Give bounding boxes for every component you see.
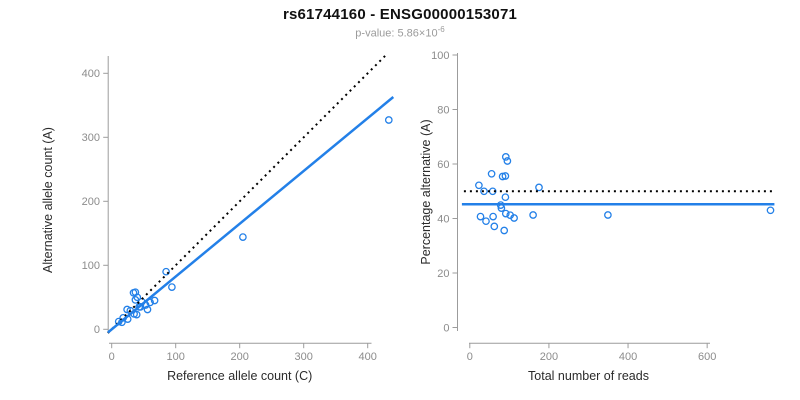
data-point: [489, 212, 497, 221]
data-point: [529, 211, 537, 219]
p-value-text: p-value: 5.86×10: [355, 27, 438, 40]
p-value-exponent: -6: [437, 25, 445, 34]
data-point: [501, 172, 510, 180]
data-point: [766, 206, 775, 215]
data-point: [503, 157, 512, 165]
data-point: [490, 222, 499, 231]
data-point: [510, 214, 518, 222]
data-point: [500, 226, 509, 235]
data-point: [604, 211, 612, 219]
x-axis-title: Total number of reads: [528, 369, 649, 383]
x-tick-label: 100: [167, 351, 185, 363]
data-point: [150, 296, 159, 305]
x-tick-label: 300: [295, 351, 313, 363]
data-point: [501, 193, 510, 202]
y-tick-label: 100: [82, 260, 100, 272]
identity-line: [107, 54, 387, 334]
y-tick-label: 0: [443, 322, 449, 334]
data-point: [498, 172, 507, 181]
figure-title: rs61744160 - ENSG00000153071: [282, 6, 518, 23]
data-point: [133, 293, 142, 302]
fit-line: [107, 96, 395, 334]
x-tick-label: 0: [109, 351, 115, 363]
y-tick-label: 80: [437, 104, 449, 116]
data-point: [239, 233, 247, 241]
data-point: [487, 169, 496, 178]
data-point: [501, 209, 510, 218]
y-tick-label: 40: [437, 213, 449, 225]
data-point: [480, 187, 488, 196]
y-tick-label: 400: [82, 68, 100, 80]
percentage-panel: 0 200 400 600 0 20 40 60 80 100 Total number of re…: [419, 50, 775, 383]
x-tick-label: 200: [540, 351, 558, 363]
y-tick-label: 0: [94, 324, 100, 336]
data-point: [132, 310, 141, 319]
x-tick-label: 200: [231, 351, 249, 363]
y-tick-label: 100: [431, 50, 449, 62]
data-point: [476, 212, 485, 221]
data-point: [131, 288, 140, 297]
y-axis-title: Percentage alternative (A): [419, 119, 433, 264]
x-axis-title: Reference allele count (C): [167, 369, 312, 383]
y-tick-label: 20: [437, 268, 449, 280]
x-tick-label: 600: [698, 351, 716, 363]
x-tick-label: 400: [619, 351, 637, 363]
x-tick-label: 0: [467, 351, 473, 363]
data-point: [475, 181, 483, 190]
data-point: [535, 183, 543, 192]
y-axis-title: Alternative allele count (A): [41, 127, 55, 273]
y-tick-label: 300: [82, 132, 100, 144]
data-point: [384, 116, 393, 124]
allele-counts-panel: 0 100 200 300 400 0 100 200 300 400 Reference alle…: [41, 54, 395, 383]
data-point: [143, 305, 152, 314]
data-point: [482, 217, 490, 226]
x-tick-label: 400: [359, 351, 377, 363]
figure-subtitle: p-value: 5.86×10-6: [0, 25, 800, 40]
data-point: [501, 153, 510, 161]
y-tick-label: 60: [437, 159, 449, 171]
data-point: [168, 283, 176, 291]
data-point: [162, 267, 170, 276]
y-tick-label: 200: [82, 196, 100, 208]
